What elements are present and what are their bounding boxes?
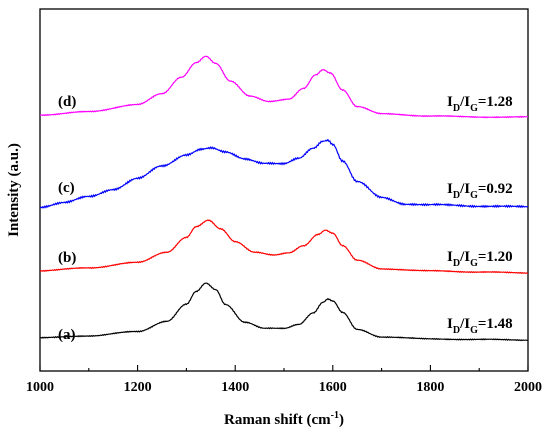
- series-group: [39, 55, 529, 342]
- x-axis-title: Raman shift (cm-1): [224, 410, 344, 428]
- series-name-label: (d): [58, 94, 76, 110]
- id-ig-ratio-label: ID/IG=0.92: [447, 181, 513, 201]
- x-tick-label: 2000: [514, 380, 542, 395]
- x-tick-label: 1800: [416, 380, 444, 395]
- id-ig-ratio-label: ID/IG=1.28: [447, 94, 513, 114]
- series-name-label: (b): [58, 250, 76, 266]
- y-axis-title: Intensity (a.u.): [6, 143, 22, 237]
- series-name-label: (a): [58, 327, 76, 343]
- series-line-a: [39, 282, 529, 342]
- x-axis-ticks: [39, 365, 529, 371]
- x-axis-tick-labels: 1000 1200 1400 1600 1800 2000: [26, 380, 542, 395]
- x-tick-label: 1200: [124, 380, 152, 395]
- id-ig-ratio-label: ID/IG=1.48: [447, 316, 513, 336]
- x-tick-label: 1600: [319, 380, 347, 395]
- series-line-d: [39, 55, 529, 119]
- id-ig-ratio-label: ID/IG=1.20: [447, 249, 513, 269]
- series-line-c: [39, 138, 529, 209]
- x-tick-label: 1000: [26, 380, 54, 395]
- series-name-label: (c): [58, 180, 75, 196]
- x-tick-label: 1400: [221, 380, 249, 395]
- series-line-b: [39, 219, 529, 275]
- series-labels: (a) ID/IG=1.48 (b) ID/IG=1.20 (c) ID/IG=0.92 (…: [58, 94, 513, 343]
